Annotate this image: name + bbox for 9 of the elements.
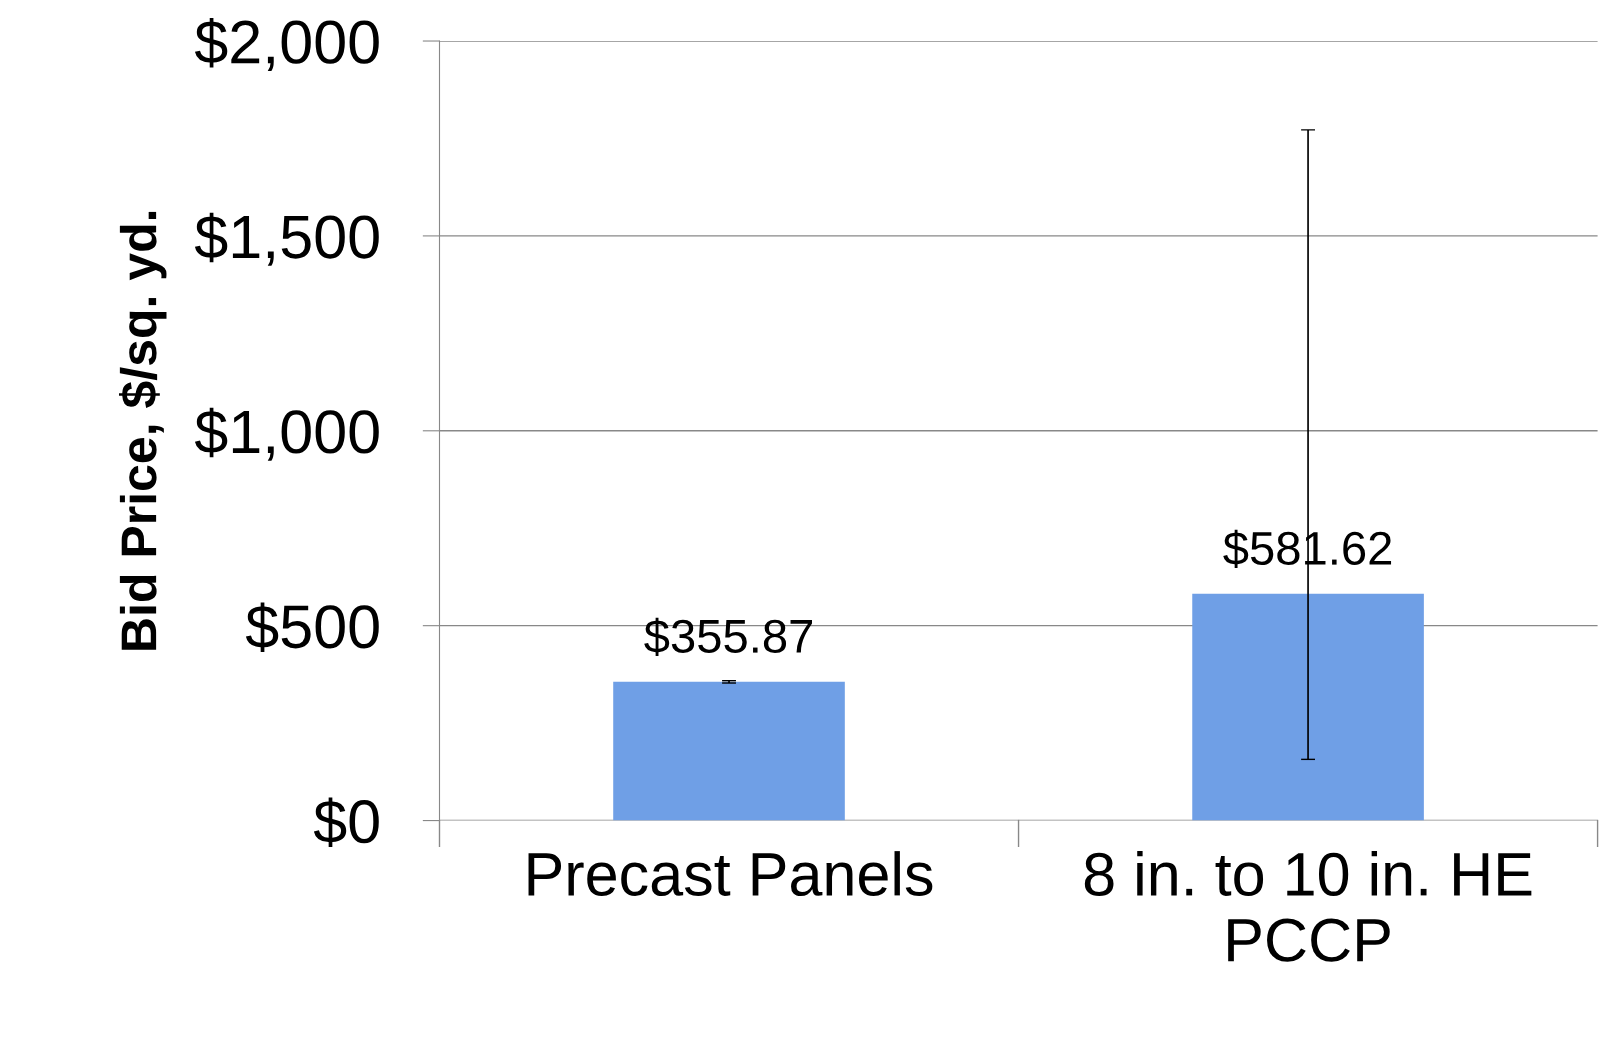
x-tick-label: Precast Panels — [528, 851, 933, 896]
data-label: $355.87 — [644, 617, 812, 656]
y-tick-label: $500 — [245, 602, 379, 653]
x-tick-label: 8 in. to 10 in. HE PCCP — [1084, 851, 1532, 962]
y-tick-label: $2,000 — [194, 17, 379, 71]
y-axis-title: Bid Price, $/sq. yd. — [119, 211, 167, 650]
y-tick-label: $1,500 — [194, 212, 379, 266]
y-tick-label: $1,000 — [194, 407, 379, 461]
y-tick-label: $0 — [313, 797, 379, 847]
